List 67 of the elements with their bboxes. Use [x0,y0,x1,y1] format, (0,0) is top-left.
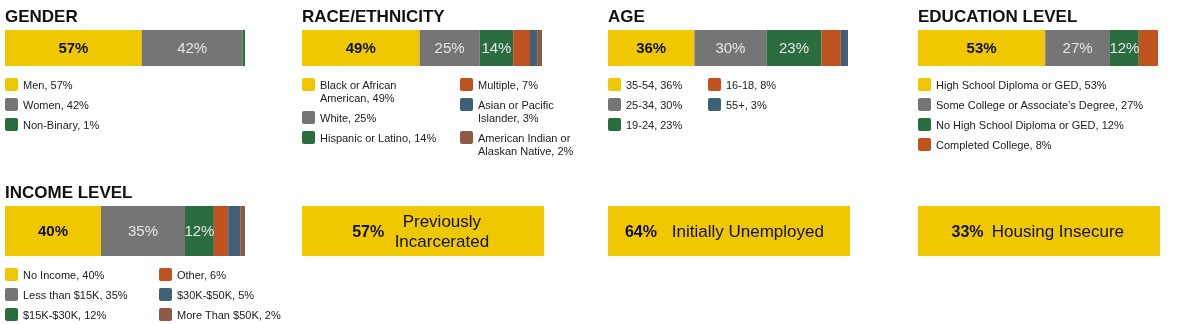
bar [840,30,848,66]
text: 57% [352,222,385,240]
text: Initially Unemployed [671,221,824,241]
bar [5,206,101,256]
data-label: 27% [1062,39,1093,57]
chart-title: RACE/ETHNICITY [302,7,446,26]
data-label: 14% [481,39,512,57]
legend-label: $15K-$30K, 12% [23,308,107,321]
legend-label: Completed College, 8% [936,138,1052,151]
bar [1138,30,1158,66]
text: Previously Incarcerated [394,211,490,252]
bar [419,30,480,66]
bar [530,30,538,66]
bar [608,30,695,66]
legend-label: 19-24, 23% [626,118,683,131]
legend-label: Non-Binary, 1% [23,118,100,131]
bar [302,30,420,66]
text: 33% [951,222,984,240]
bar [766,30,822,66]
bar [1045,30,1110,66]
chart-title: AGE [608,7,645,26]
legend-label: American Indian or Alaskan Native, 2% [478,131,574,157]
legend-label: Women, 42% [23,98,90,111]
data-label: 36% [636,39,667,57]
legend-label: $30K-$50K, 5% [177,288,255,301]
bar [101,206,185,256]
data-label: 12% [184,222,215,240]
data-label: 30% [715,39,746,57]
legend-label: 16-18, 8% [726,78,777,91]
chart-title: EDUCATION LEVEL [918,7,1078,26]
legend-label: Multiple, 7% [478,78,539,91]
data-label: 12% [1109,39,1140,57]
legend-label: Less than $15K, 35% [23,288,128,301]
legend-label: No Income, 40% [23,268,105,281]
bar [513,30,530,66]
legend-label: 25-34, 30% [626,98,683,111]
legend-label: High School Diploma or GED, 53% [936,78,1107,91]
data-label: 49% [345,39,376,57]
data-label: 40% [37,222,69,240]
data-label: 23% [778,39,810,57]
legend-label: Asian or Pacific Islander, 3% [478,98,555,124]
bar [240,206,245,256]
chart-title: GENDER [5,7,78,26]
legend-label: Some College or Associate’s Degree, 27% [936,98,1144,111]
legend-label: More Than $50K, 2% [177,308,281,321]
bar [918,30,1046,66]
chart-title: INCOME LEVEL [5,183,133,202]
legend-label: 55+, 3% [726,98,767,111]
text: 64% [624,222,657,240]
legend-label: Men, 57% [23,78,73,91]
data-label: 25% [434,39,465,57]
legend-label: Hispanic or Latino, 14% [320,131,437,144]
legend-label: White, 25% [320,111,377,124]
data-label: 35% [127,222,159,240]
bar [821,30,841,66]
legend-label: 35-54, 36% [626,78,683,91]
legend-label: Black or African American, 49% [320,78,397,104]
text: Housing Insecure [991,221,1125,241]
data-label: 53% [966,39,997,57]
data-label: 57% [58,39,89,57]
bar [213,206,229,256]
bar [537,30,542,66]
data-label: 42% [177,39,208,57]
bar [694,30,767,66]
legend-label: Other, 6% [177,268,227,281]
bar [228,206,241,256]
legend-label: No High School Diploma or GED, 12% [936,118,1124,131]
